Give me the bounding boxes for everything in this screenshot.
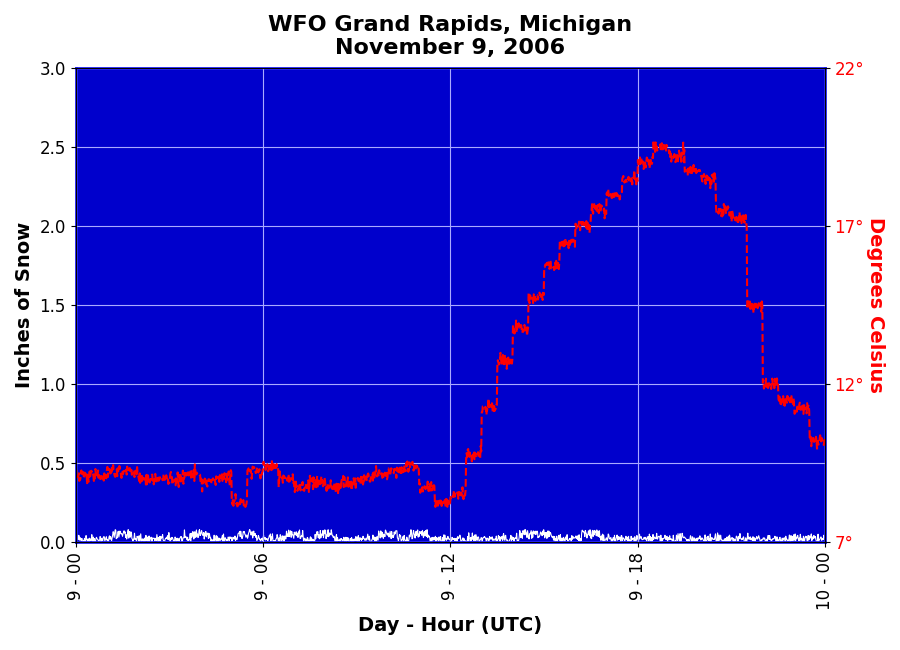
Y-axis label: Inches of Snow: Inches of Snow [15, 222, 34, 388]
X-axis label: Day - Hour (UTC): Day - Hour (UTC) [358, 616, 543, 635]
Y-axis label: Degrees Celsius: Degrees Celsius [866, 217, 885, 393]
Title: WFO Grand Rapids, Michigan
November 9, 2006: WFO Grand Rapids, Michigan November 9, 2… [268, 15, 633, 58]
